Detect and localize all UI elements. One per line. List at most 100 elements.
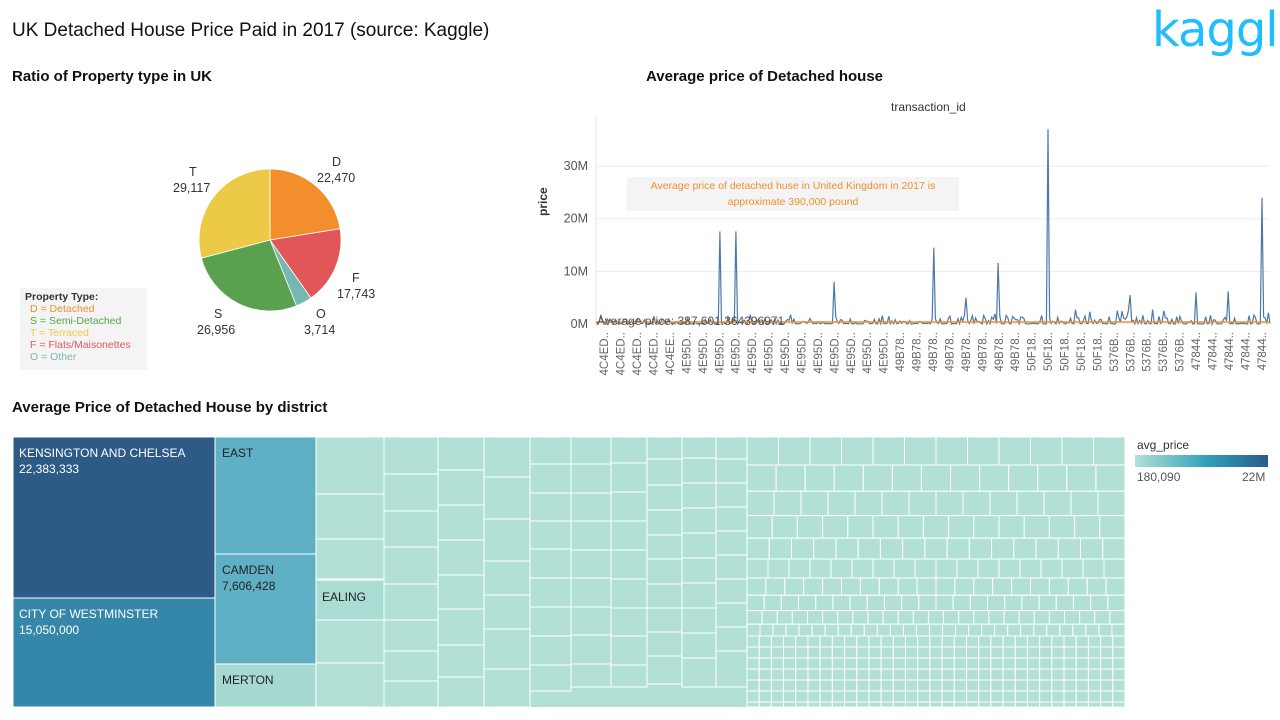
treemap-cell-small[interactable] xyxy=(978,657,992,670)
treemap-cell-small[interactable] xyxy=(979,464,1010,492)
treemap-cell-small[interactable] xyxy=(570,663,612,688)
treemap-cell-small[interactable] xyxy=(897,515,924,539)
treemap-cell-small[interactable] xyxy=(1021,594,1040,612)
treemap-cell-small[interactable] xyxy=(994,623,1009,637)
treemap-cell-small[interactable] xyxy=(1072,594,1092,612)
treemap-cell-small[interactable] xyxy=(917,701,931,707)
treemap-cell-small[interactable] xyxy=(1002,635,1016,648)
treemap-cell-small[interactable] xyxy=(746,610,763,625)
treemap-cell-small[interactable] xyxy=(681,507,717,534)
treemap-cell-small[interactable] xyxy=(1016,490,1045,517)
treemap-cell-small[interactable] xyxy=(646,655,683,685)
treemap-cell-small[interactable] xyxy=(646,458,683,486)
treemap-cell-kensington[interactable] xyxy=(13,437,216,599)
treemap-cell-small[interactable] xyxy=(610,549,648,580)
treemap-cell-small[interactable] xyxy=(383,619,439,652)
treemap-cell-small[interactable] xyxy=(1087,635,1102,648)
treemap-cell-small[interactable] xyxy=(1048,610,1066,625)
treemap-cell-small[interactable] xyxy=(935,437,968,466)
treemap-cell-small[interactable] xyxy=(807,668,821,681)
treemap-cell-small[interactable] xyxy=(941,635,955,648)
treemap-cell-small[interactable] xyxy=(1112,701,1125,707)
treemap-cell-small[interactable] xyxy=(892,657,907,670)
treemap-cell-small[interactable] xyxy=(831,701,846,707)
treemap-cell-small[interactable] xyxy=(891,464,922,492)
treemap-cell-small[interactable] xyxy=(715,530,748,556)
treemap-cell-small[interactable] xyxy=(935,577,956,596)
treemap-cell-small[interactable] xyxy=(929,635,943,648)
treemap-cell-small[interactable] xyxy=(768,537,792,560)
treemap-cell-small[interactable] xyxy=(1019,558,1042,579)
treemap-cell-small[interactable] xyxy=(758,646,772,659)
treemap-cell-small[interactable] xyxy=(866,594,885,612)
treemap-cell-small[interactable] xyxy=(831,690,846,703)
treemap-cell-small[interactable] xyxy=(953,679,967,692)
treemap-cell-small[interactable] xyxy=(880,635,894,648)
treemap-cell-small[interactable] xyxy=(824,623,839,637)
treemap-cell-small[interactable] xyxy=(783,657,797,670)
treemap-cell-small[interactable] xyxy=(1064,610,1081,625)
treemap-cell-small[interactable] xyxy=(315,437,385,495)
treemap-cell-small[interactable] xyxy=(758,690,772,703)
treemap-cell-small[interactable] xyxy=(917,635,931,648)
treemap-cell-small[interactable] xyxy=(856,701,870,707)
treemap-cell-small[interactable] xyxy=(1100,701,1114,707)
treemap-cell-small[interactable] xyxy=(715,437,748,460)
treemap-cell-small[interactable] xyxy=(953,668,967,681)
treemap-cell-small[interactable] xyxy=(978,690,992,703)
treemap-cell-small[interactable] xyxy=(878,577,899,596)
treemap-cell-small[interactable] xyxy=(715,578,748,604)
treemap-cell-small[interactable] xyxy=(681,657,717,688)
treemap-cell-small[interactable] xyxy=(437,644,485,678)
treemap-cell-small[interactable] xyxy=(1079,610,1096,625)
treemap-cell-small[interactable] xyxy=(965,646,980,659)
treemap-cell-small[interactable] xyxy=(929,679,943,692)
treemap-cell-small[interactable] xyxy=(1093,437,1126,466)
treemap-cell-small[interactable] xyxy=(935,490,964,517)
treemap-cell-small[interactable] xyxy=(803,577,824,596)
treemap-cell-small[interactable] xyxy=(1051,646,1065,659)
treemap-cell-small[interactable] xyxy=(879,537,904,560)
treemap-cell-small[interactable] xyxy=(872,515,899,539)
treemap-cell-small[interactable] xyxy=(681,582,717,609)
treemap-cell-small[interactable] xyxy=(770,635,785,648)
treemap-cell-small[interactable] xyxy=(920,464,952,492)
treemap-cell-small[interactable] xyxy=(813,537,837,560)
treemap-cell-small[interactable] xyxy=(1003,610,1020,625)
treemap-cell-small[interactable] xyxy=(1100,657,1114,670)
treemap-cell-small[interactable] xyxy=(746,537,770,560)
treemap-cell-small[interactable] xyxy=(827,490,856,517)
treemap-cell-small[interactable] xyxy=(863,623,878,637)
treemap-cell-small[interactable] xyxy=(1014,646,1028,659)
treemap-cell-small[interactable] xyxy=(790,537,815,560)
price-line-chart[interactable]: 0M 10M 20M 30M 4C4ED.. 4C4ED.. 4C4ED.. 4C4ED..… xyxy=(560,110,1275,390)
treemap-cell-small[interactable] xyxy=(881,490,910,517)
treemap-cell-small[interactable] xyxy=(1063,635,1077,648)
treemap-cell-small[interactable] xyxy=(746,657,760,670)
treemap-cell-small[interactable] xyxy=(953,701,967,707)
treemap-cell-small[interactable] xyxy=(770,668,785,681)
treemap-cell-small[interactable] xyxy=(962,490,991,517)
treemap-cell-small[interactable] xyxy=(1040,558,1063,579)
treemap-cell-small[interactable] xyxy=(1080,537,1104,560)
treemap-cell-small[interactable] xyxy=(798,623,813,637)
treemap-cell-small[interactable] xyxy=(914,558,937,579)
treemap-cell-small[interactable] xyxy=(844,635,858,648)
treemap-cell-small[interactable] xyxy=(383,437,439,475)
treemap-cell-small[interactable] xyxy=(759,623,774,637)
treemap-cell-small[interactable] xyxy=(1063,679,1077,692)
treemap-cell-small[interactable] xyxy=(746,437,779,466)
treemap-cell-small[interactable] xyxy=(746,490,775,517)
treemap-cell-small[interactable] xyxy=(1051,635,1065,648)
treemap-cell-small[interactable] xyxy=(833,464,864,492)
treemap-cell-small[interactable] xyxy=(918,594,937,612)
treemap-cell-east[interactable] xyxy=(214,437,317,555)
treemap-cell-small[interactable] xyxy=(978,701,992,707)
treemap-cell-small[interactable] xyxy=(1086,577,1107,596)
treemap-cell-small[interactable] xyxy=(610,462,648,493)
treemap-cell-small[interactable] xyxy=(795,635,809,648)
treemap-cell-small[interactable] xyxy=(795,701,809,707)
treemap-cell-small[interactable] xyxy=(529,548,572,579)
treemap-cell-small[interactable] xyxy=(831,646,846,659)
treemap-cell-small[interactable] xyxy=(437,539,485,576)
